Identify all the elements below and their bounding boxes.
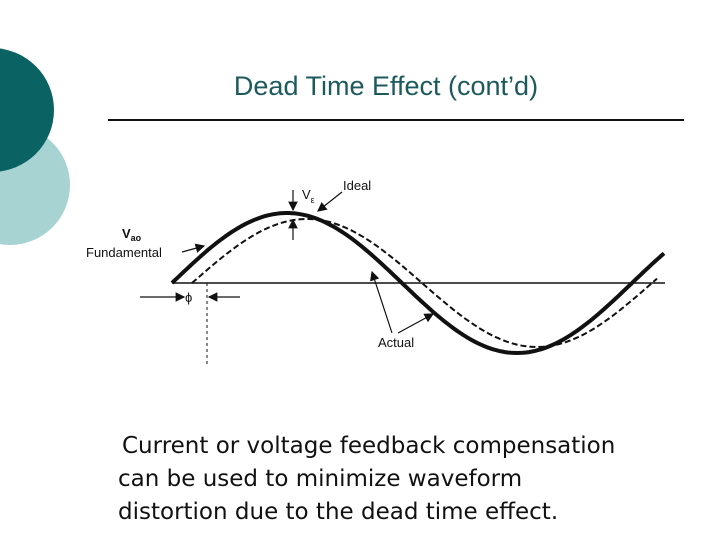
- verror-main: V: [302, 187, 311, 202]
- ideal-pointer: [317, 191, 343, 212]
- actual-wave: [191, 218, 658, 349]
- decor-circle: [0, 48, 54, 172]
- phi-label: ϕ: [185, 290, 192, 305]
- vao-label: Vao: [122, 226, 142, 243]
- actual-label: Actual: [378, 335, 414, 350]
- verror-label: Vε: [302, 187, 315, 205]
- body-line: can be used to minimize waveform: [118, 466, 522, 492]
- fundamental-pointer: [181, 243, 206, 253]
- body-line: Current or voltage feedback compensation: [122, 433, 615, 459]
- waveform-diagram: Vε Ideal Vao Fundamental ϕ Actual: [86, 178, 666, 365]
- vao-sub: ao: [131, 233, 142, 243]
- actual-pointer: [397, 313, 435, 334]
- body-line: distortion due to the dead time effect.: [118, 499, 558, 525]
- vao-main: V: [122, 226, 131, 241]
- actual-pointer: [370, 270, 393, 334]
- ideal-wave: [170, 211, 666, 356]
- verror-sub: ε: [311, 195, 315, 205]
- slide-title: Dead Time Effect (cont’d): [234, 71, 538, 101]
- ideal-label: Ideal: [343, 178, 371, 193]
- fundamental-label: Fundamental: [86, 245, 162, 260]
